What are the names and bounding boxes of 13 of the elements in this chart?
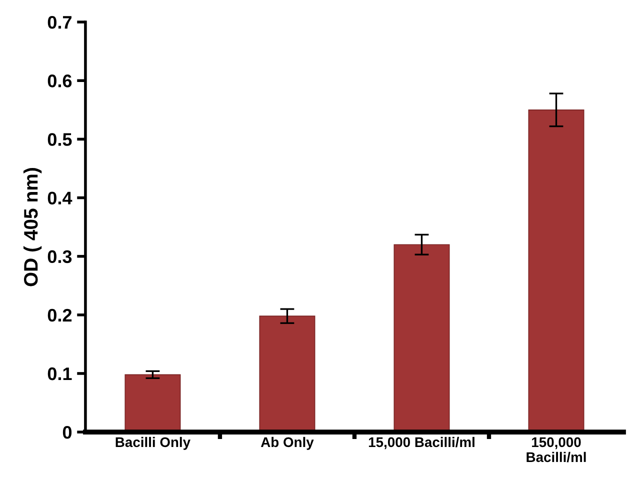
y-tick-label: 0.6 xyxy=(48,74,72,88)
y-tick-label: 0.7 xyxy=(48,16,72,29)
y-tick-label: 0.2 xyxy=(48,308,72,322)
y-axis-title: OD ( 405 nm) xyxy=(23,168,42,286)
y-tick-label: 0.3 xyxy=(48,250,72,264)
x-tick-label: 15,000 Bacilli/ml xyxy=(368,436,474,450)
y-tick-label: 0 xyxy=(62,426,72,439)
x-tick-label: 150,000 Bacilli/ml xyxy=(526,437,586,462)
y-tick-label: 0.5 xyxy=(48,133,72,146)
y-tick-label: 0.1 xyxy=(48,367,72,380)
y-tick-label: 0.4 xyxy=(48,192,72,204)
x-tick-label: Bacilli Only xyxy=(116,436,190,450)
x-tick-label: Ab Only xyxy=(260,436,314,450)
